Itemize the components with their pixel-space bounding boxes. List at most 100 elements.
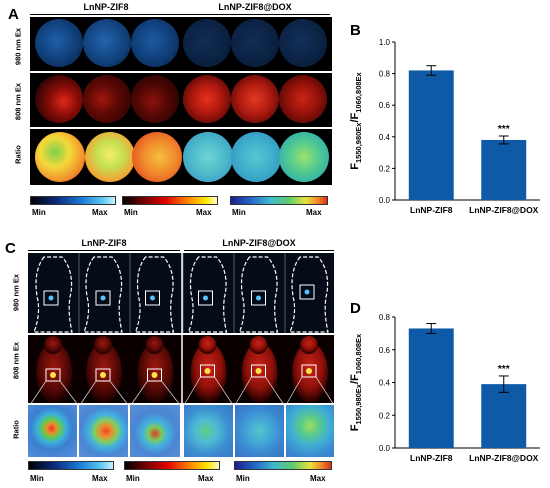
a-808-circle-2 [83, 75, 131, 123]
category-label-1: LnNP-ZIF8 [410, 205, 453, 215]
c-ratio-tile-5 [235, 405, 284, 457]
panel-a-strip-980 [30, 17, 332, 71]
chart-b: 0.0 0.2 0.4 0.6 0.8 1.0 LnNP-ZIF8 *** LnNP-ZIF8@… [349, 38, 540, 215]
panel-a-colorbar-jet-min: Min [232, 208, 246, 217]
roi-box [198, 290, 213, 306]
significance-label-2: *** [498, 364, 510, 375]
a-ratio-circle-5 [231, 132, 281, 182]
mouse-outline [289, 256, 329, 333]
roi-box [95, 368, 111, 382]
c-ratio-tile-6 [286, 405, 334, 457]
panel-c-group2-title: LnNP-ZIF8@DOX [222, 238, 296, 248]
y-tick-label: 0.4 [379, 133, 391, 142]
a-ratio-circle-2 [85, 132, 135, 182]
mouse-outline [134, 256, 175, 333]
panel-a-colorbar-red [122, 196, 218, 205]
panel-c-colorbar-jet-max: Max [310, 474, 326, 483]
mouse-head-808 [94, 336, 112, 354]
a-ratio-circle-1 [35, 132, 85, 182]
panel-label-c: C [5, 240, 16, 257]
category-label-2: LnNP-ZIF8@DOX [469, 453, 539, 463]
c-ratio-tile-2 [79, 405, 128, 457]
tumor-signal [150, 295, 155, 301]
bar-1 [408, 70, 454, 200]
zoom-line [234, 376, 252, 406]
y-axis-title: F1550,980Ex/F1060,808Ex [349, 333, 363, 431]
roi-box [200, 364, 215, 378]
a-ratio-circle-6 [279, 132, 329, 182]
panel-a-group2-title: LnNP-ZIF8@DOX [218, 2, 292, 12]
chart-d: 0.0 0.2 0.4 0.6 0.8 LnNP-ZIF8 *** LnNP-ZIF8@DOX… [349, 313, 540, 463]
bar-2 [481, 139, 527, 200]
roi-box [45, 368, 61, 382]
panel-a-group2-line [180, 14, 330, 15]
a-980-circle-4 [183, 19, 231, 67]
a-808-circle-4 [183, 75, 231, 123]
panel-label-d: D [350, 300, 361, 317]
a-980-circle-6 [279, 19, 327, 67]
panel-a-colorbar-red-max: Max [196, 208, 212, 217]
mouse-head-808 [249, 336, 268, 354]
panel-c-colorbar-red [124, 461, 220, 470]
category-label-2: LnNP-ZIF8@DOX [469, 205, 539, 215]
tumor-signal [306, 368, 312, 374]
mouse-outline [33, 256, 73, 333]
mouse-head-808 [145, 336, 164, 354]
y-tick-label: 0.4 [379, 379, 391, 388]
roi-box [299, 284, 315, 300]
y-tick-label: 0.0 [379, 444, 391, 453]
bar-1 [408, 328, 454, 448]
panel-label-b: B [350, 22, 361, 39]
panel-c-colorbar-jet [234, 461, 332, 470]
panel-c-row-label-808: 808 nm Ex [11, 341, 21, 380]
y-tick-label: 0.2 [379, 411, 391, 420]
tumor-signal [48, 295, 54, 301]
panel-c-colorbar-blue [28, 461, 114, 470]
tumor-signal [203, 295, 208, 301]
panel-label-a: A [8, 6, 19, 23]
panel-c-group1-title: LnNP-ZIF8 [81, 238, 127, 248]
y-tick-label: 0.0 [379, 196, 391, 205]
roi-box [251, 290, 266, 306]
mouse-head-808 [300, 336, 318, 354]
panel-a-row-label-ratio: Ratio [13, 145, 23, 164]
mouse-head-808 [198, 336, 217, 354]
category-label-1: LnNP-ZIF8 [410, 453, 453, 463]
a-ratio-circle-3 [132, 132, 182, 182]
zoom-line [315, 376, 334, 406]
roi-box [145, 290, 160, 306]
panel-a-strip-808 [30, 73, 332, 127]
zoom-line [59, 380, 79, 406]
zoom-line [130, 380, 148, 406]
zoom-line [29, 380, 47, 406]
y-axis-title: F1550,980Ex/F1060,808Ex [349, 71, 363, 169]
mouse-outline [187, 256, 228, 333]
panel-c-group1-line [28, 250, 180, 251]
a-980-circle-3 [131, 19, 179, 67]
panel-c-980-overlay [33, 253, 329, 333]
c-ratio-tile-3 [130, 405, 180, 457]
roi-box [95, 290, 111, 306]
panel-a-row-label-808: 808 nm Ex [13, 82, 23, 121]
zoom-line [79, 380, 97, 406]
panel-a-group1-title: LnNP-ZIF8 [83, 2, 129, 12]
a-980-circle-1 [35, 19, 83, 67]
panel-c-colorbar-jet-min: Min [236, 474, 250, 483]
panel-a-colorbar-jet [230, 196, 328, 205]
zoom-line [183, 376, 201, 406]
tumor-signal [204, 368, 211, 374]
significance-label-2: *** [498, 124, 510, 135]
y-tick-label: 0.2 [379, 164, 391, 173]
panel-c-colorbar-blue-min: Min [30, 474, 44, 483]
panel-c-group2-line [184, 250, 334, 251]
mouse-outline [83, 256, 123, 333]
roi-box [147, 368, 162, 382]
y-tick-label: 0.8 [379, 70, 391, 79]
y-tick-label: 0.6 [379, 346, 391, 355]
mouse-outline [238, 256, 279, 333]
y-tick-label: 0.6 [379, 101, 391, 110]
tumor-signal [50, 372, 56, 378]
panel-a-row-label-980: 980 nm Ex [13, 27, 23, 66]
panel-a-colorbar-blue [30, 196, 116, 205]
zoom-line [285, 376, 303, 406]
